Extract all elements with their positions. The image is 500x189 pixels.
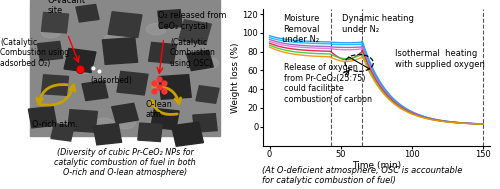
Ellipse shape <box>94 118 114 129</box>
Text: O-rich atm.: O-rich atm. <box>32 120 78 129</box>
Bar <box>172 122 203 146</box>
Bar <box>151 108 179 130</box>
Ellipse shape <box>41 26 61 38</box>
Text: (adsorbed): (adsorbed) <box>90 76 132 85</box>
Bar <box>112 103 138 123</box>
Ellipse shape <box>115 117 135 129</box>
Bar <box>94 124 122 145</box>
Bar <box>64 48 96 73</box>
Ellipse shape <box>146 23 167 35</box>
Text: O-lean
atm.: O-lean atm. <box>145 100 172 119</box>
Bar <box>138 123 162 142</box>
Ellipse shape <box>74 62 94 74</box>
Text: Dynamic heating
under N₂: Dynamic heating under N₂ <box>342 14 414 33</box>
Bar <box>196 86 219 103</box>
Y-axis label: Weight loss (%): Weight loss (%) <box>231 42 240 113</box>
Text: (Diversity of cubic Pr-CeO₂ NPs for
catalytic combustion of fuel in both
O-rich : (Diversity of cubic Pr-CeO₂ NPs for cata… <box>54 148 196 177</box>
Text: (Catalytic
Combustion
using OSC): (Catalytic Combustion using OSC) <box>170 38 216 68</box>
Bar <box>28 107 56 128</box>
Bar <box>178 20 212 44</box>
Text: Moisture
Removal
under N₂: Moisture Removal under N₂ <box>282 14 320 44</box>
Text: (Catalytic
Combustion using
adsorbed O₂): (Catalytic Combustion using adsorbed O₂) <box>0 38 69 68</box>
Bar <box>102 38 138 64</box>
Bar <box>117 71 148 95</box>
Bar <box>42 12 68 33</box>
Bar <box>51 124 74 141</box>
Text: Release of oxygen
from Pr-CeO₂(25:75)
could facilitate
combustion of carbon: Release of oxygen from Pr-CeO₂(25:75) co… <box>284 64 372 104</box>
Ellipse shape <box>104 34 124 45</box>
Bar <box>108 12 142 37</box>
Bar <box>42 75 68 95</box>
Bar <box>30 0 220 136</box>
Ellipse shape <box>78 10 98 21</box>
Bar <box>148 42 176 64</box>
Bar <box>82 81 108 101</box>
Bar <box>158 75 192 99</box>
Text: (At O-deficient atmosphere, OSC is accountable
for catalytic combustion of fuel): (At O-deficient atmosphere, OSC is accou… <box>262 166 463 185</box>
Text: Isothermal  heating
with supplied oxygen: Isothermal heating with supplied oxygen <box>394 50 484 69</box>
Bar <box>186 50 214 70</box>
Bar <box>38 41 62 61</box>
Bar <box>76 5 99 22</box>
Bar <box>193 114 217 132</box>
Text: O-vacant
site: O-vacant site <box>48 0 86 15</box>
X-axis label: Time (min): Time (min) <box>352 161 401 170</box>
Bar <box>158 10 182 28</box>
Bar <box>68 110 98 132</box>
Text: O₂ released from
CeO₂ crystal: O₂ released from CeO₂ crystal <box>158 11 226 31</box>
Ellipse shape <box>198 57 218 69</box>
